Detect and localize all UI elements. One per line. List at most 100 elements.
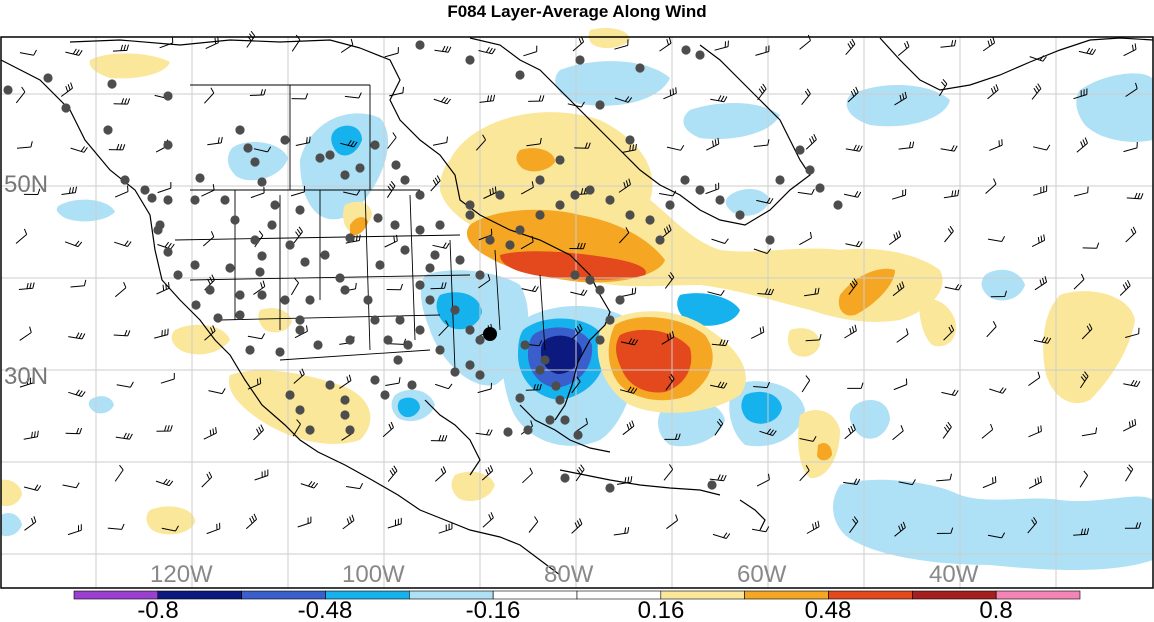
wind-barb <box>712 532 731 539</box>
wind-barb <box>432 136 448 146</box>
station-dot <box>833 200 843 210</box>
highlighted-station-dot <box>483 327 497 341</box>
station-dot <box>625 210 635 220</box>
wind-barb <box>114 185 129 198</box>
station-dot <box>340 410 350 420</box>
station-dot <box>450 305 460 315</box>
station-dot <box>103 125 113 135</box>
wind-barb <box>482 512 494 528</box>
wind-barb <box>797 188 815 195</box>
wind-barb <box>569 242 586 250</box>
colorbar-label: -0.48 <box>298 597 353 622</box>
wind-barb <box>481 465 494 481</box>
station-dot <box>345 233 355 243</box>
station-dot <box>120 175 130 185</box>
station-dot <box>465 360 475 370</box>
wind-barb <box>849 516 859 533</box>
wind-barb <box>339 374 352 389</box>
wind-barb <box>843 478 861 485</box>
wind-barb <box>1031 83 1042 100</box>
wind-barb <box>843 191 862 198</box>
station-dot <box>400 175 410 185</box>
wind-barb <box>430 434 448 442</box>
wind-barb <box>64 240 83 248</box>
station-dot <box>140 185 150 195</box>
wind-barb <box>483 186 497 199</box>
wind-barb <box>204 87 215 104</box>
wind-barb <box>384 47 399 58</box>
wind-barb <box>757 83 767 101</box>
wind-barb <box>254 469 269 481</box>
wind-barb <box>752 526 770 533</box>
wind-barb <box>889 230 902 246</box>
wind-barb <box>1119 279 1131 296</box>
wind-barb <box>113 330 131 337</box>
wind-barb <box>711 339 729 347</box>
station-dot <box>415 225 425 235</box>
wind-barb <box>894 521 906 537</box>
wind-barb <box>432 242 450 249</box>
wind-barb <box>666 514 679 530</box>
wind-barb <box>253 424 264 441</box>
station-dot <box>370 315 380 325</box>
lat-label-50n: 50N <box>4 171 48 198</box>
wind-barb <box>757 288 775 296</box>
wind-barb <box>892 281 905 297</box>
wind-barb <box>618 178 631 193</box>
station-dot <box>795 145 805 155</box>
station-dot <box>295 205 305 215</box>
station-dot <box>485 235 495 245</box>
wind-barb <box>982 37 996 52</box>
wind-barb <box>799 465 810 482</box>
wind-barb <box>801 88 811 106</box>
colorbar-label: 0.8 <box>979 597 1012 622</box>
station-dot <box>370 375 380 385</box>
wind-barb <box>387 517 402 529</box>
wind-barb <box>161 525 179 532</box>
station-dot <box>605 195 615 205</box>
wind-barb <box>430 175 441 192</box>
station-dot <box>707 480 717 490</box>
station-dot <box>415 280 425 290</box>
station-dot <box>595 335 605 345</box>
station-dot <box>213 313 223 323</box>
station-dot <box>535 365 545 375</box>
wind-barb <box>202 231 215 247</box>
wind-barb <box>1028 425 1042 438</box>
wind-barb <box>203 427 217 440</box>
wind-barb <box>1123 141 1138 153</box>
station-dot <box>375 260 385 270</box>
wind-barb <box>23 430 39 440</box>
wind-barb <box>478 274 491 289</box>
wind-barb <box>711 238 729 244</box>
wind-barb <box>525 383 542 391</box>
station-dot <box>475 370 485 380</box>
wind-barb <box>108 143 126 151</box>
station-dot <box>163 140 173 150</box>
wind-barb <box>1028 371 1041 387</box>
wind-barb <box>805 333 822 342</box>
station-dot <box>680 175 690 185</box>
wind-barb <box>986 321 997 338</box>
state-borders <box>174 84 546 371</box>
wind-barb <box>1073 88 1088 100</box>
wind-barb <box>659 224 672 240</box>
wind-barb <box>293 368 305 384</box>
wind-barb <box>70 146 88 153</box>
wind-barb <box>112 44 129 52</box>
wind-barb <box>943 189 960 199</box>
wind-barb <box>206 522 221 535</box>
wind-barb <box>389 86 404 97</box>
wind-barb <box>113 98 131 105</box>
wind-barb <box>65 427 83 435</box>
station-dot <box>305 425 315 435</box>
wind-barb <box>342 514 355 530</box>
station-dot <box>605 315 615 325</box>
wind-barb <box>1076 137 1088 153</box>
wind-barb <box>753 248 772 254</box>
station-dot <box>465 55 475 65</box>
station-dot <box>257 290 267 300</box>
wind-barb <box>19 326 32 341</box>
station-dot <box>243 143 253 153</box>
